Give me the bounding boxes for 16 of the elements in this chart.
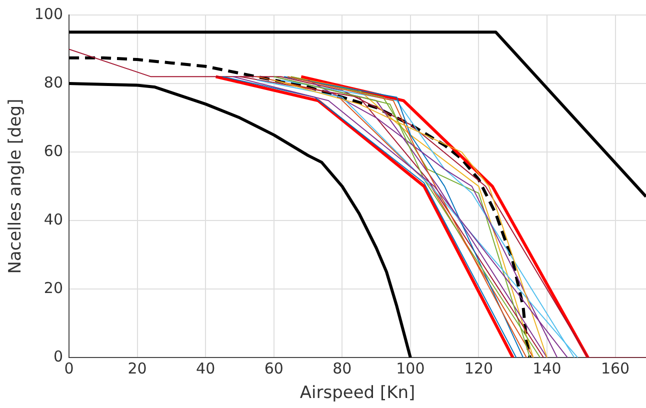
x-tick-label: 100 [396,359,425,378]
x-axis-title: Airspeed [Kn] [300,383,416,404]
y-tick-label: 100 [34,4,64,23]
y-tick-label: 80 [44,73,64,92]
x-tick-label: 120 [464,359,494,378]
x-tick-label: 160 [600,359,630,378]
y-tick-label: 20 [44,278,64,297]
y-tick-label: 60 [44,142,64,160]
x-tick-label: 80 [332,359,352,378]
x-tick-label: 40 [196,359,216,378]
y-tick-label: 40 [44,210,64,228]
y-tick-label: 0 [53,347,64,366]
x-tick-label: 140 [532,359,562,378]
x-tick-label: 60 [264,359,284,378]
x-tick-label: 20 [128,359,147,378]
y-axis-title: Nacelles angle [deg] [6,98,26,274]
